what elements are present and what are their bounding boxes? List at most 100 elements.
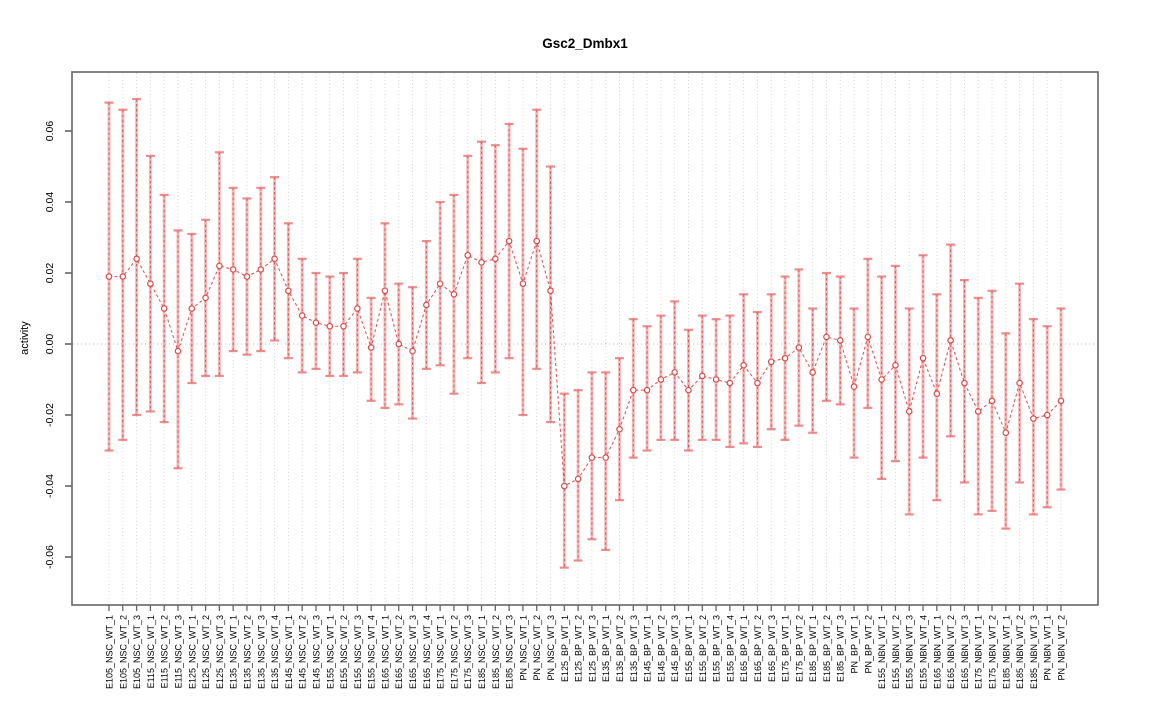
data-point bbox=[119, 273, 127, 280]
data-point bbox=[850, 383, 858, 390]
x-tick-label: E145_NSC_WT_3 bbox=[311, 615, 321, 689]
data-point bbox=[961, 379, 968, 387]
x-tick-label: E115_NSC_WT_1 bbox=[146, 615, 156, 688]
x-tick-label: E155_NSC_WT_1 bbox=[325, 615, 335, 689]
y-axis: 0.06 0.04 0.02 0.00 -0.02 -0.04 -0.06 bbox=[44, 121, 72, 569]
data-point bbox=[712, 376, 720, 383]
x-tick-label: E175_BP_WT_2 bbox=[794, 615, 804, 682]
x-tick-label: PN_NSC_WT_3 bbox=[546, 615, 556, 681]
x-tick-label: E155_BP_WT_3 bbox=[712, 615, 722, 682]
x-tick-label: E165_BP_WT_1 bbox=[739, 615, 749, 682]
data-point bbox=[671, 369, 678, 376]
x-tick-label: E135_NSC_WT_1 bbox=[229, 615, 239, 689]
x-tick-label: E165_NBN_WT_3 bbox=[960, 615, 970, 689]
data-point bbox=[643, 386, 651, 394]
data-point bbox=[657, 376, 665, 383]
data-point bbox=[905, 408, 913, 415]
data-point bbox=[726, 379, 734, 387]
x-tick-label: E145_NSC_WT_1 bbox=[284, 615, 294, 689]
data-point bbox=[216, 262, 223, 270]
data-points-layer bbox=[105, 237, 1065, 490]
data-point bbox=[326, 322, 334, 330]
x-tick-label: E155_NBN_WT_2 bbox=[891, 615, 901, 689]
y-tick-label: 0.00 bbox=[44, 334, 56, 355]
x-tick-label: PN_NBN_WT_2 bbox=[1057, 615, 1067, 681]
data-point bbox=[381, 287, 389, 295]
x-tick-label: E155_NBN_WT_3 bbox=[905, 615, 915, 689]
data-point bbox=[602, 454, 609, 461]
data-point bbox=[285, 287, 292, 295]
data-point bbox=[988, 397, 996, 405]
data-point bbox=[105, 273, 113, 280]
x-tick-label: E145_BP_WT_1 bbox=[643, 615, 653, 682]
data-point bbox=[188, 305, 196, 312]
x-tick-label: E125_NSC_WT_3 bbox=[215, 615, 225, 689]
data-point bbox=[533, 237, 541, 245]
data-point bbox=[892, 361, 899, 369]
data-point bbox=[629, 386, 637, 394]
x-tick-label: E165_NBN_WT_1 bbox=[932, 615, 942, 689]
x-tick-label: E115_NSC_WT_3 bbox=[173, 615, 183, 688]
x-tick-label: E185_BP_WT_3 bbox=[836, 615, 846, 682]
x-tick-label: E185_BP_WT_1 bbox=[808, 615, 818, 682]
data-point bbox=[147, 280, 154, 287]
data-point bbox=[298, 312, 306, 319]
x-tick-label: E175_NBN_WT_2 bbox=[988, 615, 998, 689]
data-point bbox=[781, 354, 789, 362]
x-tick-label: E135_BP_WT_3 bbox=[629, 615, 639, 682]
data-point bbox=[795, 344, 803, 351]
error-bars-layer bbox=[104, 97, 1066, 569]
data-point bbox=[698, 372, 706, 380]
x-tick-label: E175_NSC_WT_1 bbox=[436, 615, 446, 689]
x-tick-label: E155_NBN_WT_1 bbox=[877, 615, 887, 689]
data-point bbox=[492, 255, 499, 263]
data-point bbox=[1016, 379, 1023, 387]
x-tick-label: E155_BP_WT_1 bbox=[684, 615, 694, 682]
data-point bbox=[767, 358, 775, 366]
data-point bbox=[933, 390, 941, 398]
data-point bbox=[243, 273, 251, 280]
x-tick-label: PN_NSC_WT_1 bbox=[518, 615, 528, 681]
data-point bbox=[312, 319, 320, 327]
x-tick-label: E175_NSC_WT_3 bbox=[463, 615, 473, 689]
y-tick-label: 0.04 bbox=[44, 192, 56, 213]
x-tick-label: E185_BP_WT_2 bbox=[822, 615, 832, 682]
x-tick-label: E175_NSC_WT_2 bbox=[449, 615, 459, 689]
x-tick-label: E135_BP_WT_2 bbox=[615, 615, 625, 682]
data-point bbox=[202, 294, 209, 302]
x-tick-label: E105_NSC_WT_2 bbox=[118, 615, 128, 689]
x-tick-label: E185_NSC_WT_1 bbox=[477, 615, 487, 689]
data-point bbox=[519, 280, 527, 287]
series-line bbox=[109, 239, 1062, 487]
plot-box bbox=[71, 71, 1099, 606]
y-tick-label: -0.02 bbox=[44, 403, 56, 427]
x-tick-label: E155_NSC_WT_4 bbox=[367, 615, 377, 689]
data-point bbox=[354, 305, 361, 312]
chart-title: Gsc2_Dmbx1 bbox=[542, 36, 628, 51]
y-tick-label: 0.06 bbox=[44, 121, 56, 142]
data-point bbox=[174, 347, 182, 355]
data-point bbox=[685, 386, 692, 394]
x-tick-label: E135_NSC_WT_3 bbox=[256, 615, 266, 689]
x-tick-label: E185_NSC_WT_3 bbox=[505, 615, 515, 689]
x-tick-label: E125_NSC_WT_2 bbox=[201, 615, 211, 689]
x-tick-label: E165_NSC_WT_4 bbox=[422, 615, 432, 689]
data-point bbox=[436, 280, 444, 287]
x-tick-label: E185_NSC_WT_2 bbox=[491, 615, 501, 689]
data-point bbox=[1043, 411, 1051, 419]
data-point bbox=[919, 354, 927, 362]
x-tick-label: E165_BP_WT_2 bbox=[753, 615, 763, 682]
x-tick-label: E125_NSC_WT_1 bbox=[187, 615, 197, 689]
data-point bbox=[450, 290, 458, 298]
x-tick-label: E145_BP_WT_3 bbox=[670, 615, 680, 682]
data-point bbox=[561, 482, 568, 490]
y-tick-label: -0.06 bbox=[44, 545, 56, 569]
y-tick-label: 0.02 bbox=[44, 263, 56, 284]
data-point bbox=[1030, 415, 1037, 422]
data-point bbox=[367, 344, 375, 351]
x-tick-label: E135_BP_WT_1 bbox=[601, 615, 611, 682]
data-point bbox=[1057, 397, 1065, 405]
x-tick-label: E185_NBN_WT_2 bbox=[1015, 615, 1025, 689]
